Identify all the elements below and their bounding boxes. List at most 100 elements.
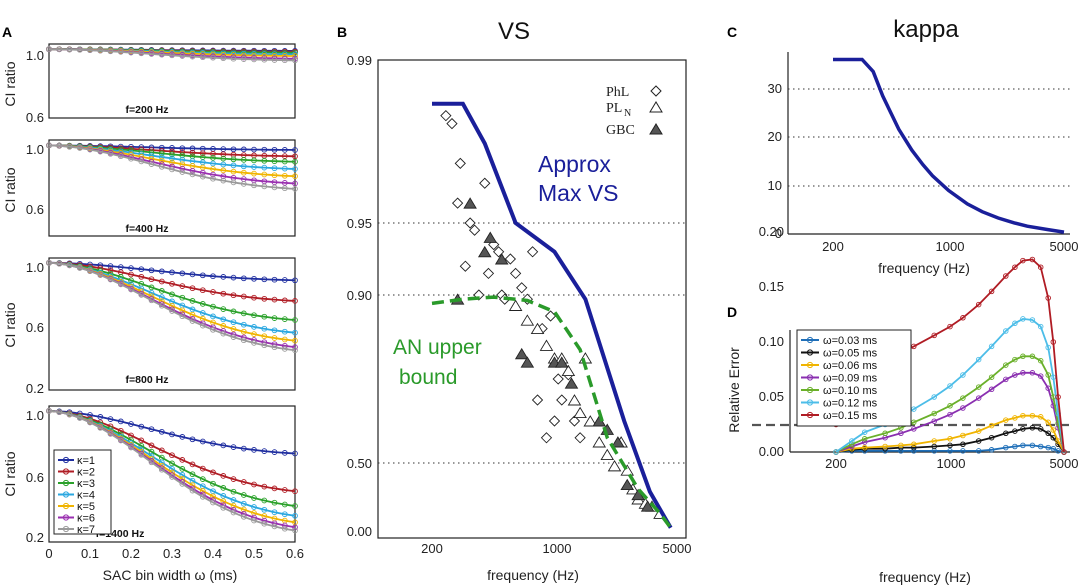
a3-marker-kappa-3 (261, 313, 268, 320)
b-pln-point (583, 415, 598, 427)
b-phl-point (440, 110, 452, 122)
a1-marker-kappa-7 (251, 56, 257, 63)
d-marker-omega-2 (1020, 426, 1026, 432)
a-legend-label-4: κ=4 (77, 490, 95, 502)
a3-marker-kappa-5 (251, 331, 257, 337)
panel-d: D 0.00 0.05 0.10 0.15 0.20 Relative Erro… (726, 224, 1078, 585)
a3-ytick-1.0: 1.0 (26, 260, 44, 275)
d-marker-omega-3 (1045, 419, 1051, 426)
d-marker-omega-2 (911, 444, 917, 451)
a3-marker-kappa-4 (220, 316, 227, 323)
d-marker-omega-6 (833, 449, 839, 455)
a3-marker-kappa-3 (169, 291, 175, 298)
a2-marker-kappa-1 (179, 145, 186, 152)
a3-marker-kappa-3 (199, 301, 206, 307)
d-marker-omega-5 (1003, 362, 1009, 368)
a4-marker-kappa-7 (148, 459, 155, 466)
d-marker-omega-2 (988, 434, 995, 441)
a3-marker-kappa-1 (179, 270, 186, 277)
a2-marker-kappa-7 (292, 186, 298, 192)
a3-marker-kappa-7 (230, 334, 237, 340)
a2-marker-kappa-5 (251, 170, 257, 177)
b-phl-point (526, 246, 539, 258)
a3-marker-kappa-7 (138, 292, 145, 298)
a2-marker-kappa-7 (251, 182, 257, 189)
b-annotation-an-upper: AN upper (393, 336, 482, 359)
d-marker-omega-1 (1045, 444, 1051, 451)
a2-marker-kappa-7 (169, 166, 175, 173)
a4-marker-kappa-7 (292, 527, 298, 534)
a-xtick-0.5: 0.5 (245, 546, 263, 561)
d-ytick-0.20: 0.20 (759, 224, 784, 239)
a2-marker-kappa-7 (128, 155, 134, 162)
a2-ylabel: CI ratio (2, 167, 18, 212)
d-marker-omega-6 (1029, 317, 1036, 323)
d-marker-omega-2 (975, 438, 982, 444)
d-legend-label-4: ω=0.09 ms (823, 373, 878, 385)
a3-marker-kappa-2 (148, 276, 155, 283)
d-marker-omega-1 (947, 448, 953, 454)
a4-marker-kappa-7 (138, 451, 145, 458)
a3-marker-kappa-4 (251, 324, 257, 330)
a-legend-marker-1 (62, 456, 70, 464)
a4-marker-kappa-7 (261, 520, 268, 527)
a2-marker-kappa-4 (169, 155, 175, 162)
a2-marker-kappa-1 (240, 146, 247, 153)
a4-marker-kappa-1 (271, 449, 278, 455)
a2-marker-kappa-4 (251, 164, 257, 170)
a4-curve-kappa-1 (48, 410, 296, 455)
b-pln-point (508, 299, 523, 311)
b-gbc-point (483, 231, 498, 243)
c-xtick-200: 200 (822, 239, 844, 254)
b-gbc-point (477, 245, 492, 258)
a1-marker-kappa-7 (138, 50, 145, 57)
b-phl-point (516, 282, 528, 294)
a2-marker-kappa-5 (261, 171, 268, 178)
d-marker-omega-5 (882, 430, 888, 437)
a2-marker-kappa-4 (220, 161, 227, 168)
d-marker-omega-3 (1003, 417, 1009, 423)
a2-marker-kappa-6 (199, 169, 206, 176)
a4-marker-kappa-1 (107, 416, 114, 422)
b-pln-point (573, 406, 587, 419)
b-phl-point (504, 253, 517, 265)
b-approx-max-vs-line (432, 101, 673, 529)
a4-marker-kappa-7 (128, 444, 134, 451)
b-pln-point (520, 314, 535, 326)
d-legend-entries: ω=0.03 msω=0.05 msω=0.06 msω=0.09 msω=0.… (801, 335, 878, 422)
d-marker-omega-7 (988, 288, 995, 295)
a3-marker-kappa-7 (261, 342, 268, 349)
b-legend-diamond-marker (650, 85, 662, 97)
a3-marker-kappa-5 (189, 311, 196, 318)
a3-marker-kappa-5 (292, 337, 298, 344)
a-legend-box (53, 449, 112, 535)
d-marker-omega-7 (947, 323, 953, 330)
a3-marker-kappa-7 (107, 276, 114, 283)
a2-marker-kappa-3 (220, 155, 227, 162)
a-legend-marker-4 (62, 491, 70, 498)
d-marker-omega-7 (931, 332, 937, 339)
a3-marker-kappa-3 (292, 317, 298, 323)
a2-marker-kappa-3 (158, 150, 165, 157)
a4-marker-kappa-4 (179, 472, 186, 478)
a4-marker-kappa-7 (220, 504, 227, 511)
b-gbc-point (640, 500, 655, 512)
d-marker-omega-4 (1037, 373, 1044, 379)
a4-marker-kappa-2 (117, 427, 124, 434)
a1-marker-kappa-7 (210, 54, 216, 61)
a-legend-label-2: κ=2 (77, 467, 95, 479)
a3-marker-kappa-7 (271, 344, 278, 351)
d-legend-marker-5 (806, 386, 814, 394)
a2-marker-kappa-7 (46, 142, 52, 149)
d-xtick-1000: 1000 (937, 456, 966, 471)
b-annotation-max-vs: Max VS (538, 180, 619, 206)
b-gbc-point (463, 197, 477, 209)
d-marker-omega-7 (960, 315, 966, 321)
a4-marker-kappa-3 (292, 503, 298, 509)
a-legend-marker-3 (62, 479, 70, 487)
d-legend-label-6: ω=0.12 ms (823, 398, 878, 410)
d-marker-omega-6 (1003, 328, 1009, 334)
d-marker-omega-2 (931, 443, 937, 450)
a4-marker-kappa-3 (261, 497, 268, 504)
a2-marker-kappa-4 (261, 164, 268, 171)
